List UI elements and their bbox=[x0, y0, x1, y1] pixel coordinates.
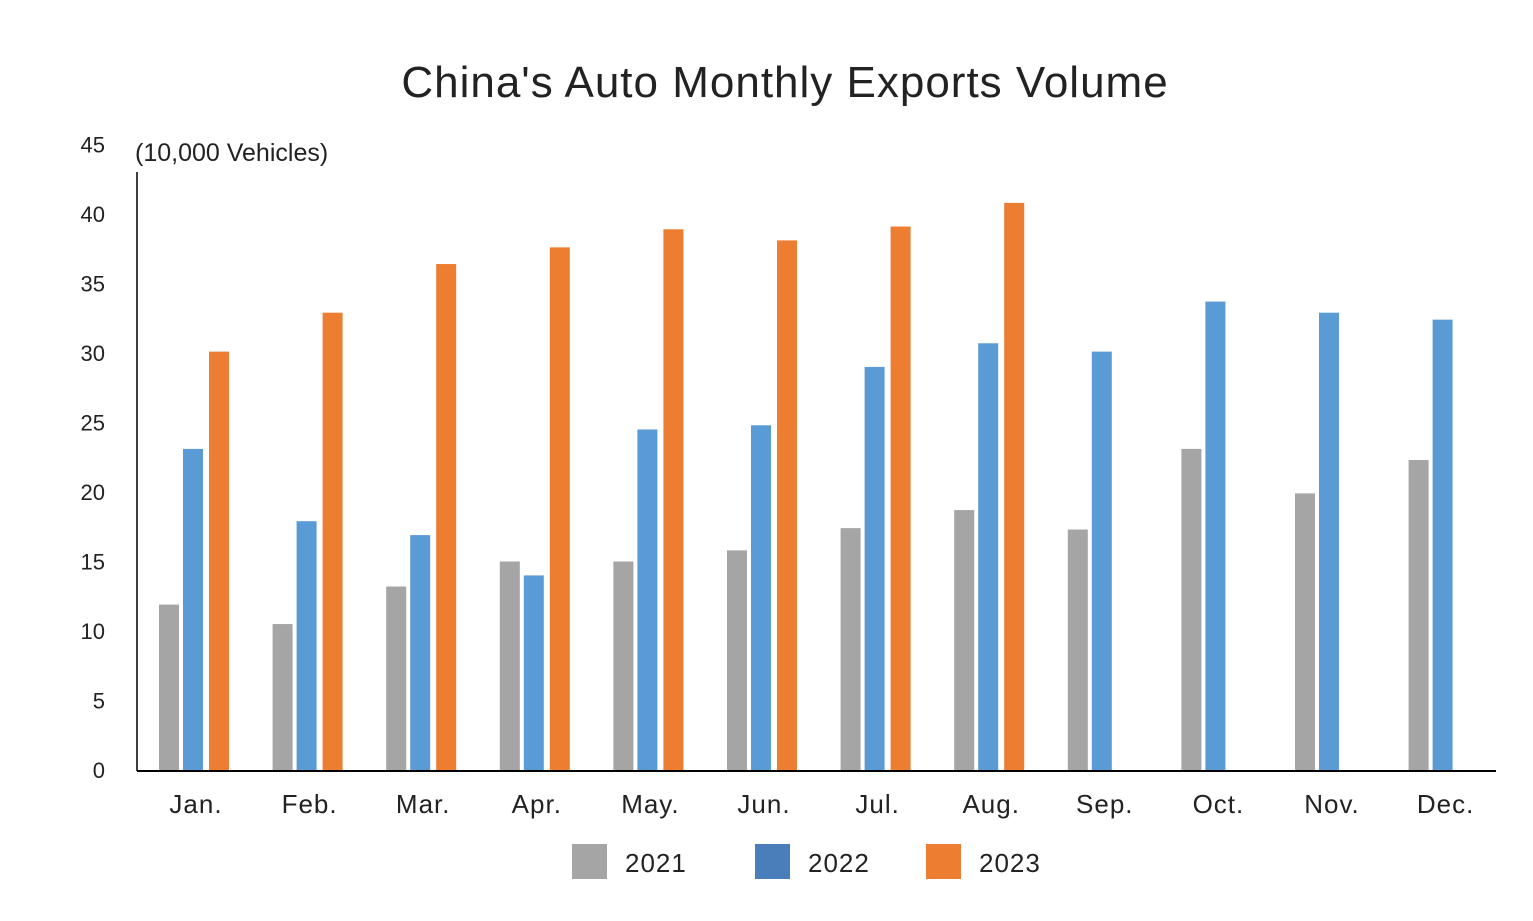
bar-2021-mar bbox=[386, 586, 407, 770]
x-tick-label: Feb. bbox=[282, 789, 338, 819]
x-tick-label: Dec. bbox=[1417, 789, 1474, 819]
bar-2022-feb bbox=[296, 521, 317, 770]
x-tick-label: Oct. bbox=[1193, 789, 1245, 819]
legend-label: 2023 bbox=[979, 848, 1041, 878]
legend-swatch-2023 bbox=[926, 844, 961, 879]
bar-2021-dec bbox=[1408, 460, 1429, 770]
bar-2022-sep bbox=[1091, 351, 1112, 770]
bar-2021-apr bbox=[499, 561, 520, 770]
bar-2023-jun bbox=[777, 240, 797, 770]
y-tick-label: 35 bbox=[81, 272, 105, 297]
bar-2022-nov bbox=[1319, 312, 1339, 770]
bar-2021-jun bbox=[727, 550, 747, 770]
bar-2022-jul bbox=[864, 366, 885, 770]
x-tick-label: Nov. bbox=[1304, 789, 1360, 819]
y-tick-label: 45 bbox=[81, 133, 105, 158]
bar-2022-apr bbox=[523, 575, 544, 770]
bar-2023-may bbox=[663, 229, 684, 771]
bar-2021-nov bbox=[1295, 493, 1315, 770]
bar-2022-mar bbox=[410, 535, 431, 770]
y-tick-label: 25 bbox=[81, 411, 105, 436]
bar-2023-jan bbox=[209, 351, 229, 770]
bar-2023-aug bbox=[1004, 202, 1025, 770]
y-tick-label: 20 bbox=[81, 480, 105, 505]
legend-swatch-2021 bbox=[572, 844, 607, 879]
bar-2021-sep bbox=[1067, 529, 1088, 770]
bar-2021-may bbox=[613, 561, 634, 770]
y-tick-label: 10 bbox=[81, 619, 105, 644]
bar-2021-jul bbox=[840, 528, 861, 770]
legend-swatch-2022 bbox=[755, 844, 790, 879]
x-tick-label: Aug. bbox=[962, 789, 1020, 819]
x-tick-label: Jul. bbox=[855, 789, 899, 819]
bar-2023-apr bbox=[549, 247, 570, 771]
y-tick-label: 40 bbox=[81, 202, 105, 227]
bar-2022-may bbox=[637, 429, 658, 770]
x-tick-label: Jan. bbox=[169, 789, 222, 819]
bar-2022-jun bbox=[751, 425, 771, 770]
y-tick-label: 30 bbox=[81, 341, 105, 366]
bar-2022-oct bbox=[1205, 301, 1226, 770]
x-tick-label: May. bbox=[621, 789, 679, 819]
y-tick-label: 15 bbox=[81, 550, 105, 575]
y-tick-label: 0 bbox=[93, 758, 105, 783]
legend-label: 2021 bbox=[625, 848, 687, 878]
bar-2022-aug bbox=[978, 343, 999, 770]
bar-2022-jan bbox=[183, 448, 203, 770]
bar-2021-jan bbox=[159, 604, 179, 770]
bar-2023-mar bbox=[436, 264, 457, 770]
x-tick-label: Mar. bbox=[396, 789, 451, 819]
x-tick-label: Jun. bbox=[737, 789, 790, 819]
x-tick-label: Sep. bbox=[1076, 789, 1134, 819]
bar-2023-feb bbox=[322, 312, 343, 770]
bar-2021-feb bbox=[272, 624, 293, 770]
y-tick-label: 5 bbox=[93, 689, 105, 714]
chart-title: China's Auto Monthly Exports Volume bbox=[401, 58, 1168, 107]
legend-label: 2022 bbox=[808, 848, 870, 878]
bar-2021-oct bbox=[1181, 448, 1202, 770]
x-tick-label: Apr. bbox=[512, 789, 562, 819]
bar-2023-jul bbox=[890, 226, 911, 770]
y-axis-unit-label: (10,000 Vehicles) bbox=[135, 139, 328, 167]
bar-2022-dec bbox=[1432, 319, 1453, 770]
bar-2021-aug bbox=[954, 510, 975, 770]
